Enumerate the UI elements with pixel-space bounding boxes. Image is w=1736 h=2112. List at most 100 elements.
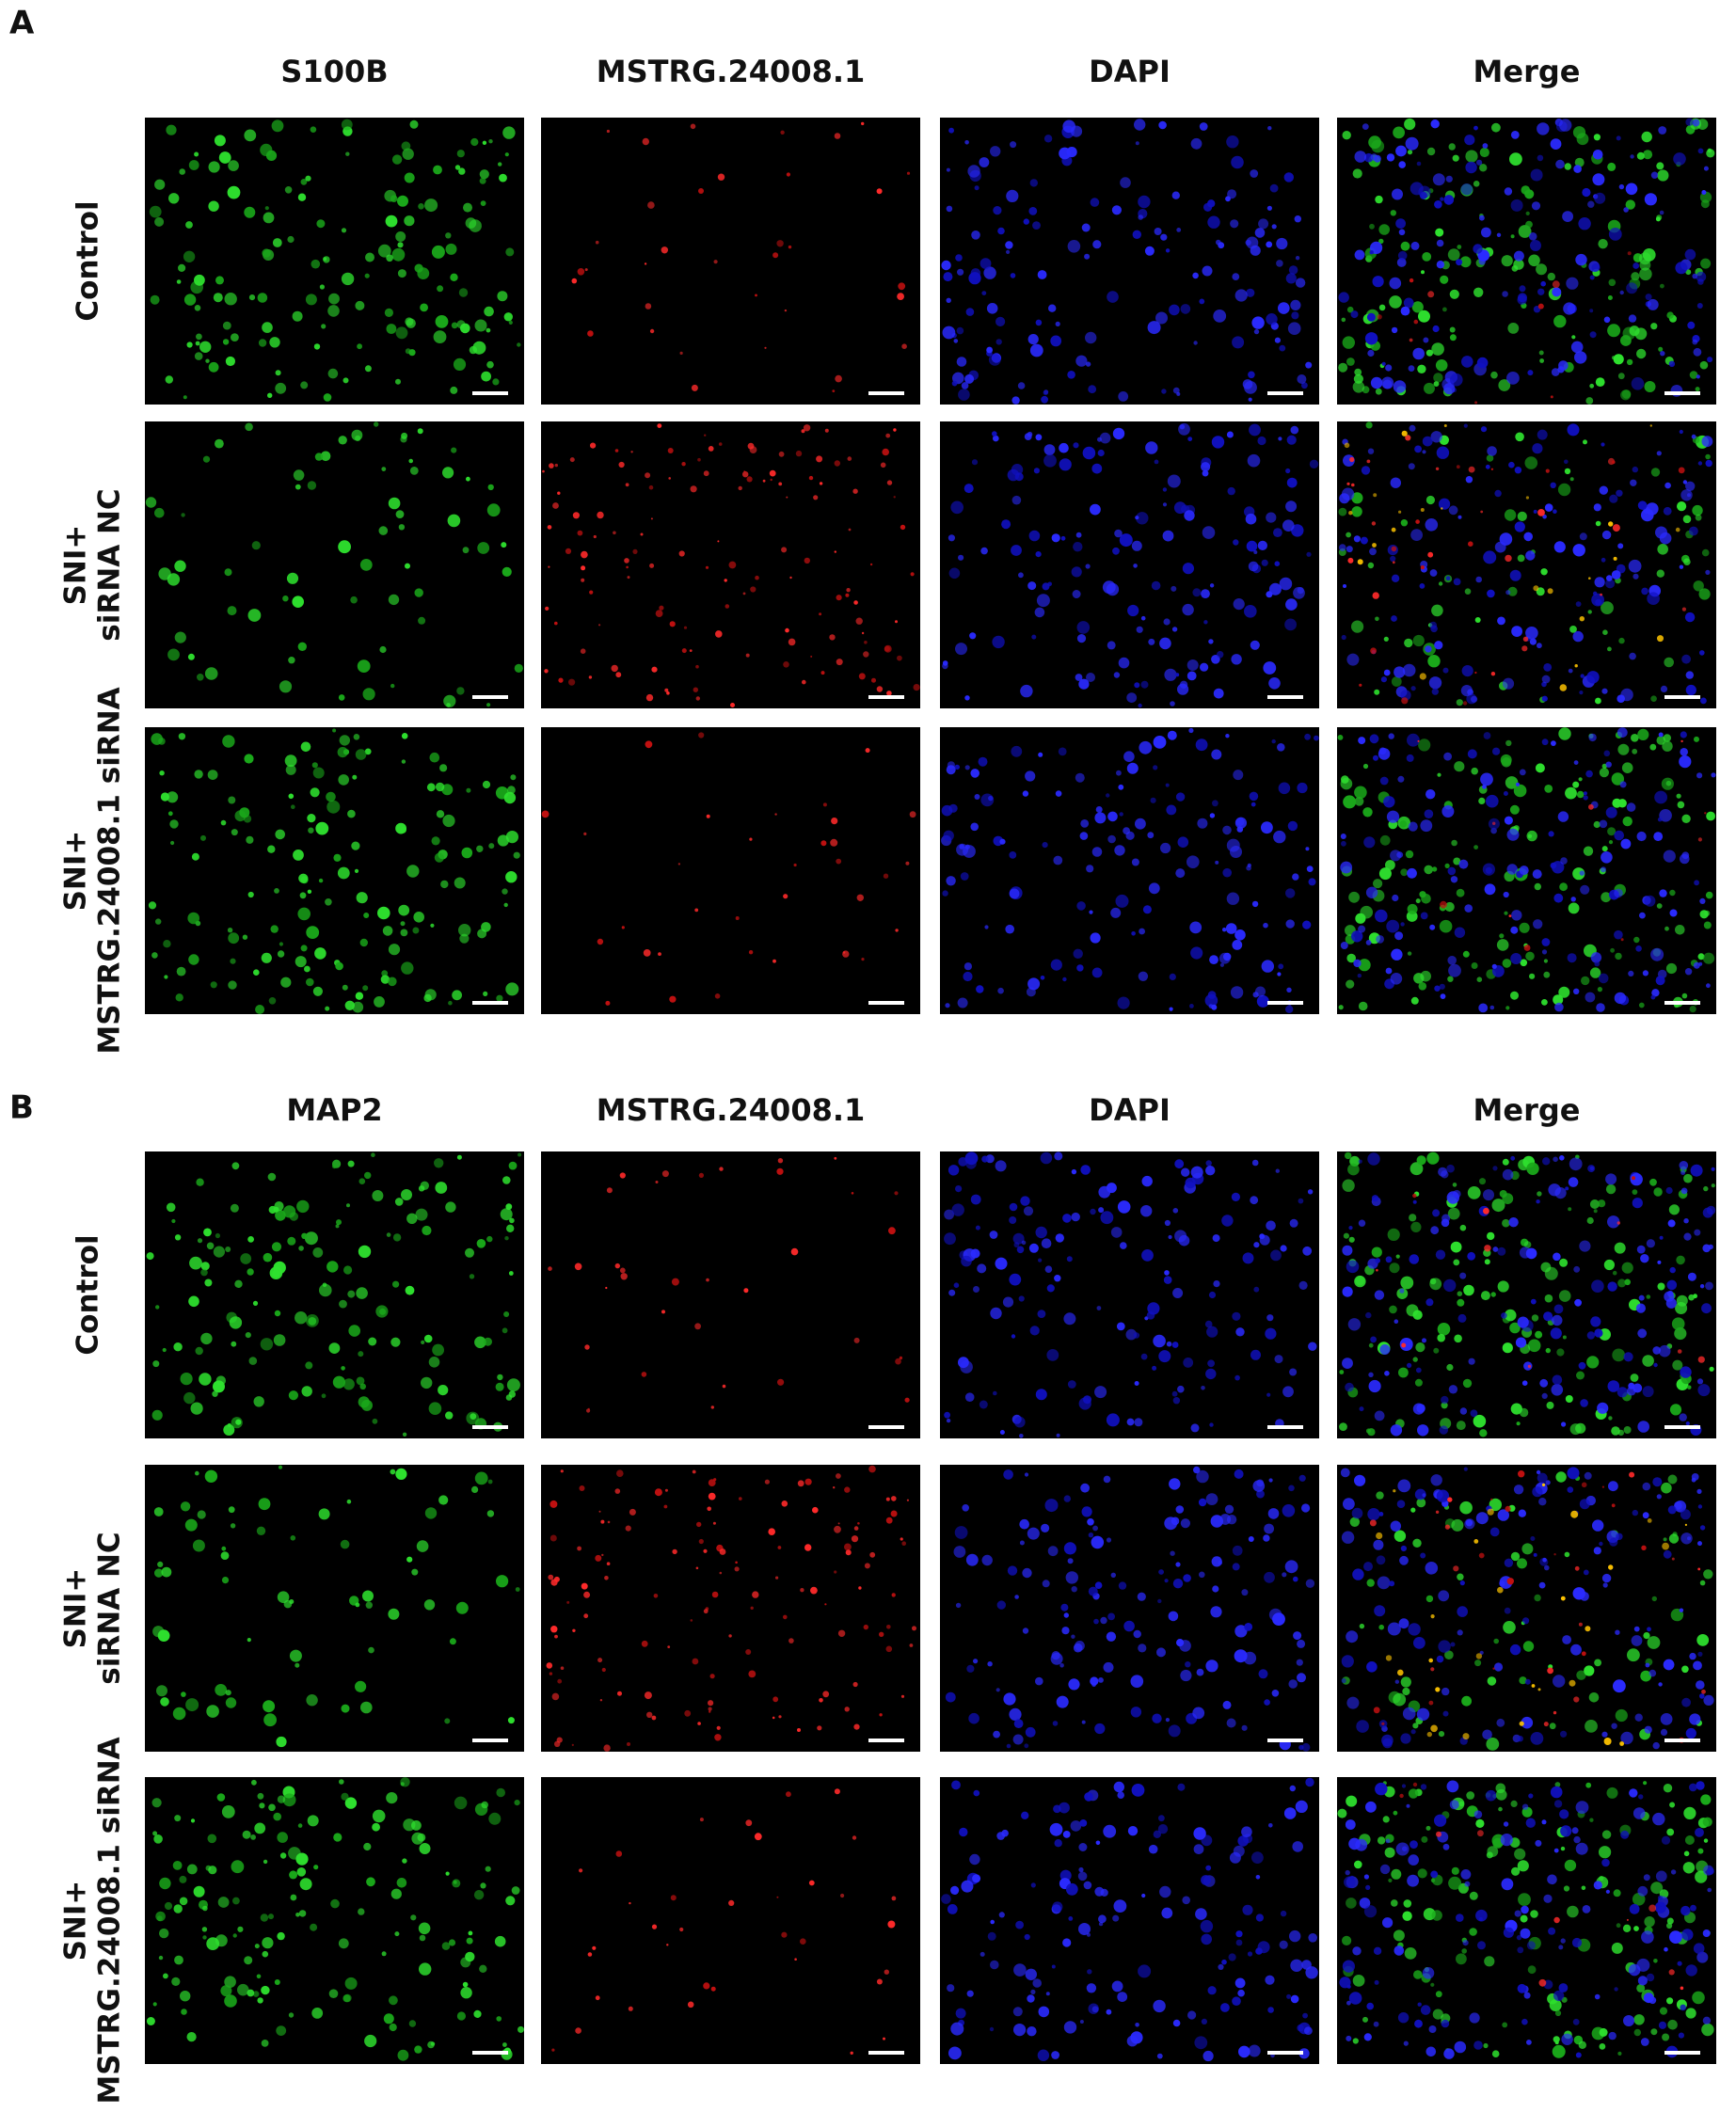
cell-signal <box>286 572 299 584</box>
cell-signal <box>1567 953 1577 963</box>
cell-signal <box>1497 1509 1510 1521</box>
cell-signal <box>1408 365 1415 372</box>
cell-signal <box>1266 205 1272 211</box>
cell-signal <box>218 151 231 164</box>
cell-signal <box>965 1553 979 1566</box>
cell-signal <box>1402 1911 1412 1921</box>
cell-signal <box>297 193 307 201</box>
cell-signal <box>834 1570 837 1574</box>
cell-signal <box>202 1935 207 1940</box>
cell-signal <box>1493 1638 1499 1644</box>
cell-signal <box>968 272 981 285</box>
cell-signal <box>1165 783 1170 787</box>
cell-signal <box>964 695 970 701</box>
cell-signal <box>1231 1192 1240 1201</box>
cell-signal <box>1673 152 1686 166</box>
cell-signal <box>1341 317 1346 323</box>
cell-signal <box>692 1658 699 1665</box>
cell-signal <box>333 1833 342 1842</box>
cell-signal <box>185 221 193 229</box>
column-header: Merge <box>1473 54 1581 89</box>
cell-signal <box>764 346 767 349</box>
scale-bar <box>1664 391 1700 395</box>
cell-signal <box>1492 821 1496 825</box>
cell-signal <box>1583 1569 1589 1576</box>
cell-signal <box>745 1649 752 1655</box>
cell-signal <box>442 814 455 828</box>
cell-signal <box>1653 832 1664 841</box>
cell-signal <box>267 392 273 398</box>
cell-signal <box>703 1548 708 1553</box>
cell-signal <box>1163 1276 1172 1284</box>
cell-signal <box>1400 922 1405 927</box>
cell-signal <box>836 1473 841 1479</box>
cell-signal <box>1294 215 1302 223</box>
cell-signal <box>977 1263 987 1274</box>
cell-signal <box>1347 557 1354 564</box>
cell-signal <box>1067 1380 1076 1389</box>
cell-signal <box>1447 976 1454 982</box>
cell-signal <box>300 741 311 753</box>
cell-signal <box>1494 541 1506 553</box>
cell-signal <box>1619 290 1624 295</box>
cell-signal <box>275 1210 286 1221</box>
cell-signal <box>1373 154 1381 163</box>
cell-signal <box>1685 671 1695 679</box>
cell-signal <box>1465 476 1473 484</box>
micrograph <box>940 118 1319 405</box>
cell-signal <box>1702 1817 1712 1827</box>
cell-signal <box>1009 888 1020 899</box>
cell-signal <box>1444 863 1450 869</box>
cell-signal <box>1667 2019 1678 2030</box>
cell-signal <box>1183 1574 1191 1582</box>
cell-signal <box>1345 1819 1356 1830</box>
cell-signal <box>1467 1186 1481 1199</box>
cell-signal <box>230 1203 239 1213</box>
cell-signal <box>1533 919 1543 929</box>
cell-signal <box>1701 1689 1706 1694</box>
cell-signal <box>1373 1707 1380 1714</box>
cell-signal <box>1371 521 1377 526</box>
cell-signal <box>1613 1679 1626 1693</box>
cell-signal <box>1365 1311 1372 1319</box>
cell-signal <box>1213 310 1227 323</box>
cell-signal <box>1593 820 1601 829</box>
cell-signal <box>1609 1537 1618 1547</box>
cell-signal <box>1436 1831 1441 1837</box>
cell-signal <box>1679 755 1692 769</box>
cell-signal <box>263 1713 277 1727</box>
cell-signal <box>984 925 989 929</box>
cell-signal <box>1599 2027 1608 2037</box>
cell-signal <box>342 377 349 384</box>
cell-signal <box>981 291 987 295</box>
cell-signal <box>961 1880 974 1893</box>
cell-signal <box>1027 431 1033 437</box>
cell-signal <box>1071 1168 1077 1175</box>
cell-signal <box>1656 1494 1662 1500</box>
cell-signal <box>1588 577 1591 580</box>
cell-signal <box>263 1859 268 1865</box>
cell-signal <box>1133 1629 1141 1639</box>
cell-signal <box>228 1506 235 1514</box>
cell-signal <box>1540 568 1548 576</box>
cell-signal <box>1609 494 1618 503</box>
cell-signal <box>1679 1413 1687 1421</box>
cell-signal <box>237 1926 244 1932</box>
cell-signal <box>1141 1249 1154 1262</box>
cell-signal <box>666 691 670 695</box>
cell-signal <box>433 165 442 175</box>
cell-signal <box>1522 636 1529 642</box>
cell-signal <box>1550 1327 1562 1340</box>
cell-signal <box>1462 1733 1470 1740</box>
cell-signal <box>1659 532 1672 545</box>
cell-signal <box>1540 280 1546 287</box>
cell-signal <box>1146 1311 1155 1320</box>
cell-signal <box>1484 1259 1490 1265</box>
cell-signal <box>1603 1738 1612 1745</box>
cell-signal <box>1119 812 1123 817</box>
cell-signal <box>1621 1262 1633 1274</box>
cell-signal <box>1667 1474 1678 1485</box>
cell-signal <box>1025 1968 1038 1980</box>
cell-signal <box>1252 1480 1266 1492</box>
cell-signal <box>1420 970 1431 982</box>
